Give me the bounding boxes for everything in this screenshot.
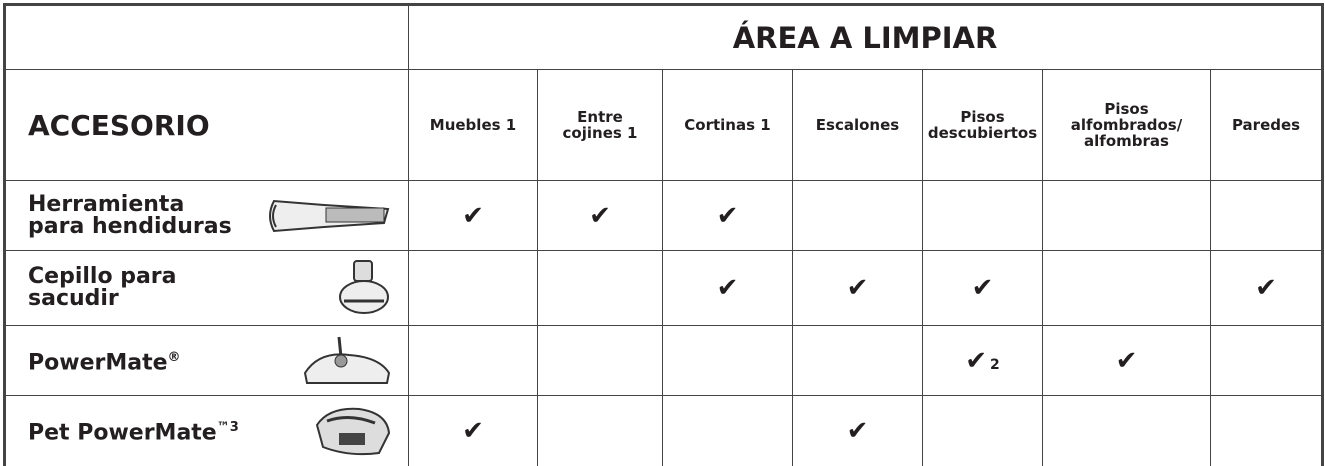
- cell: [1042, 395, 1211, 466]
- cell: [1209, 325, 1324, 396]
- row-name: Cepillo para sacudir: [4, 250, 409, 326]
- cell: [1042, 180, 1211, 251]
- check: ✔: [965, 345, 988, 376]
- row: PowerMate® ✔ 2 ✔: [4, 325, 1324, 396]
- column-header: Entre cojines 1: [537, 69, 663, 181]
- check: ✔: [1115, 345, 1138, 376]
- column-header: Muebles 1: [408, 69, 538, 181]
- column-header: Escalones: [792, 69, 923, 181]
- check: ✔: [1255, 273, 1277, 303]
- cell: ✔: [537, 180, 663, 251]
- cell: ✔: [792, 250, 923, 326]
- cell: [922, 180, 1043, 251]
- check: ✔: [462, 415, 484, 446]
- row-name: Pet PowerMate™3: [4, 395, 409, 466]
- column-header: Paredes: [1209, 69, 1324, 181]
- check: ✔: [462, 200, 484, 231]
- check: ✔: [971, 273, 994, 303]
- row: Cepillo para sacudir ✔ ✔ ✔ ✔: [4, 250, 1324, 326]
- cell: [662, 395, 793, 466]
- check: ✔: [846, 415, 869, 446]
- cell: [922, 395, 1043, 466]
- cell: ✔: [1209, 250, 1324, 326]
- cell: [1042, 250, 1211, 326]
- row: Pet PowerMate™3 ✔ ✔: [4, 395, 1324, 466]
- check: ✔: [846, 273, 869, 303]
- name-superscript: ™3: [216, 420, 239, 436]
- corner-title: ACCESORIO: [4, 69, 409, 181]
- row-name: PowerMate®: [4, 325, 409, 396]
- cell: ✔ 2: [922, 325, 1043, 396]
- cell: [662, 325, 793, 396]
- cell: ✔: [1042, 325, 1211, 396]
- cell: ✔: [662, 250, 793, 326]
- blank-cell: [4, 4, 409, 70]
- column-header: Pisos alfombrados/ alfombras: [1042, 69, 1211, 181]
- cell: [408, 325, 538, 396]
- row: Herramienta para hendiduras ✔ ✔ ✔: [4, 180, 1324, 251]
- name-superscript: ®: [167, 349, 181, 365]
- accessory-name: Herramienta para hendiduras: [28, 191, 232, 239]
- accessory-name: Pet PowerMate: [28, 420, 217, 446]
- group-title: ÁREA A LIMPIAR: [407, 4, 1324, 70]
- cell: [792, 325, 923, 396]
- cell: [1209, 395, 1324, 466]
- check: ✔: [716, 273, 739, 303]
- column-header: Pisos descubiertos: [922, 69, 1043, 181]
- cell: [1209, 180, 1324, 251]
- cell: ✔: [922, 250, 1043, 326]
- cell: [792, 180, 923, 251]
- accessory-name: Cepillo para sacudir: [28, 264, 177, 311]
- cell: ✔: [408, 180, 538, 251]
- cell: ✔: [662, 180, 793, 251]
- cell: [408, 250, 538, 326]
- footnote: 2: [990, 356, 1000, 373]
- accessory-table: ÁREA A LIMPIAR ACCESORIO Muebles 1 Entre c…: [3, 3, 1325, 466]
- cell: [537, 325, 663, 396]
- row-name: Herramienta para hendiduras: [4, 180, 409, 251]
- cell: [537, 395, 663, 466]
- column-header: Cortinas 1: [662, 69, 793, 181]
- cell: [537, 250, 663, 326]
- check: ✔: [589, 200, 611, 231]
- cell: ✔: [408, 395, 538, 466]
- cell: ✔: [792, 395, 923, 466]
- accessory-name: PowerMate: [28, 350, 168, 376]
- check: ✔: [716, 200, 739, 231]
